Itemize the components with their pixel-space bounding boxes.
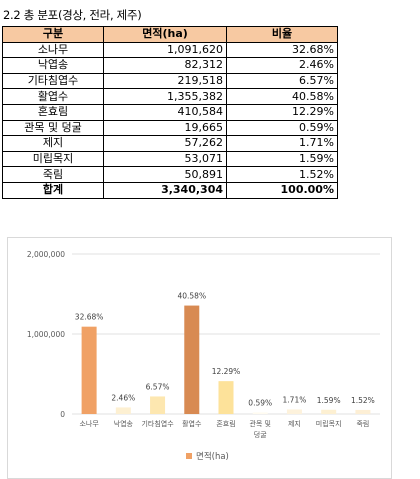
- table-row: 관목 및 덩굴 19,665 0.59%: [2, 119, 338, 137]
- x-tick-label: 제지: [288, 419, 301, 428]
- x-tick-label: 기타침엽수: [141, 419, 174, 428]
- row-ratio: 1.71%: [226, 135, 338, 152]
- x-tick-label: 미립목지: [316, 419, 342, 428]
- bar: [184, 305, 200, 414]
- row-name: 낙엽송: [2, 57, 104, 74]
- bar: [81, 326, 97, 414]
- data-label: 6.57%: [146, 382, 170, 391]
- legend-label: 면적(ha): [196, 451, 229, 462]
- row-area: 19,665: [103, 119, 227, 137]
- row-ratio: 32.68%: [226, 41, 338, 59]
- data-label: 32.68%: [75, 313, 104, 322]
- row-name: 소나무: [2, 41, 104, 59]
- x-tick-label: 소나무: [79, 419, 99, 428]
- row-area: 82,312: [103, 57, 227, 74]
- row-name: 미립목지: [2, 150, 104, 168]
- y-tick-label: 1,000,000: [27, 330, 65, 339]
- x-tick-label: 낙엽송: [114, 419, 134, 428]
- y-tick-label: 0: [60, 410, 65, 419]
- bar: [115, 407, 131, 414]
- forest-distribution-table: 구분 면적(ha) 비율 소나무 1,091,620 32.68% 낙엽송 82…: [2, 26, 338, 199]
- row-area: 410,584: [103, 103, 227, 121]
- bar-chart: 0 1,000,000 2,000,000 32.68% 소나무 2.46% 낙엽송 6.57…: [7, 237, 392, 479]
- header-category: 구분: [2, 26, 104, 43]
- data-label: 0.59%: [248, 398, 272, 407]
- x-tick-label: 죽림: [356, 420, 369, 428]
- row-name: 활엽수: [2, 88, 104, 105]
- total-ratio: 100.00%: [226, 181, 338, 199]
- x-tick-label: 활엽수: [182, 419, 202, 428]
- row-area: 219,518: [103, 72, 227, 90]
- header-area: 면적(ha): [103, 26, 227, 43]
- header-ratio: 비율: [226, 26, 338, 43]
- row-area: 1,355,382: [103, 88, 227, 105]
- table-row: 죽림 50,891 1.52%: [2, 166, 338, 183]
- section-heading: 2.2 총 분포(경상, 전라, 제주): [3, 8, 142, 22]
- data-label: 40.58%: [177, 292, 206, 301]
- data-label: 12.29%: [212, 367, 241, 376]
- data-label: 1.71%: [283, 395, 307, 404]
- bar-chart-svg: 0 1,000,000 2,000,000 32.68% 소나무 2.46% 낙엽송 6.57…: [27, 250, 380, 462]
- bar: [150, 396, 166, 414]
- bar: [321, 409, 337, 414]
- legend-swatch: [186, 453, 192, 459]
- table-row: 활엽수 1,355,382 40.58%: [2, 88, 338, 105]
- table-row: 기타침엽수 219,518 6.57%: [2, 72, 338, 90]
- table-row: 소나무 1,091,620 32.68%: [2, 41, 338, 59]
- data-label: 1.52%: [351, 396, 375, 405]
- row-name: 죽림: [2, 166, 104, 183]
- row-name: 기타침엽수: [2, 72, 104, 90]
- row-name: 관목 및 덩굴: [2, 119, 104, 137]
- table-row: 혼효림 410,584 12.29%: [2, 103, 338, 121]
- bar: [252, 412, 268, 414]
- table-row: 낙엽송 82,312 2.46%: [2, 57, 338, 74]
- y-tick-label: 2,000,000: [27, 250, 65, 259]
- table-row: 미립목지 53,071 1.59%: [2, 150, 338, 168]
- bar: [218, 381, 234, 414]
- table-row: 제지 57,262 1.71%: [2, 135, 338, 152]
- row-ratio: 1.59%: [226, 150, 338, 168]
- table-header-row: 구분 면적(ha) 비율: [2, 26, 338, 43]
- row-area: 50,891: [103, 166, 227, 183]
- table-total-row: 합계 3,340,304 100.00%: [2, 181, 338, 199]
- row-ratio: 0.59%: [226, 119, 338, 137]
- row-ratio: 2.46%: [226, 57, 338, 74]
- bar: [286, 409, 302, 414]
- row-area: 57,262: [103, 135, 227, 152]
- row-area: 53,071: [103, 150, 227, 168]
- bar: [355, 409, 371, 414]
- data-label: 1.59%: [317, 396, 341, 405]
- row-ratio: 12.29%: [226, 103, 338, 121]
- row-ratio: 40.58%: [226, 88, 338, 105]
- row-ratio: 1.52%: [226, 166, 338, 183]
- x-tick-label: 관목 및: [249, 419, 271, 428]
- row-name: 혼효림: [2, 103, 104, 121]
- x-tick-label: 혼효림: [216, 419, 235, 428]
- data-label: 2.46%: [111, 393, 135, 402]
- row-name: 제지: [2, 135, 104, 152]
- total-area: 3,340,304: [103, 181, 227, 199]
- total-name: 합계: [2, 181, 104, 199]
- row-area: 1,091,620: [103, 41, 227, 59]
- x-tick-label: 덩굴: [254, 430, 267, 439]
- row-ratio: 6.57%: [226, 72, 338, 90]
